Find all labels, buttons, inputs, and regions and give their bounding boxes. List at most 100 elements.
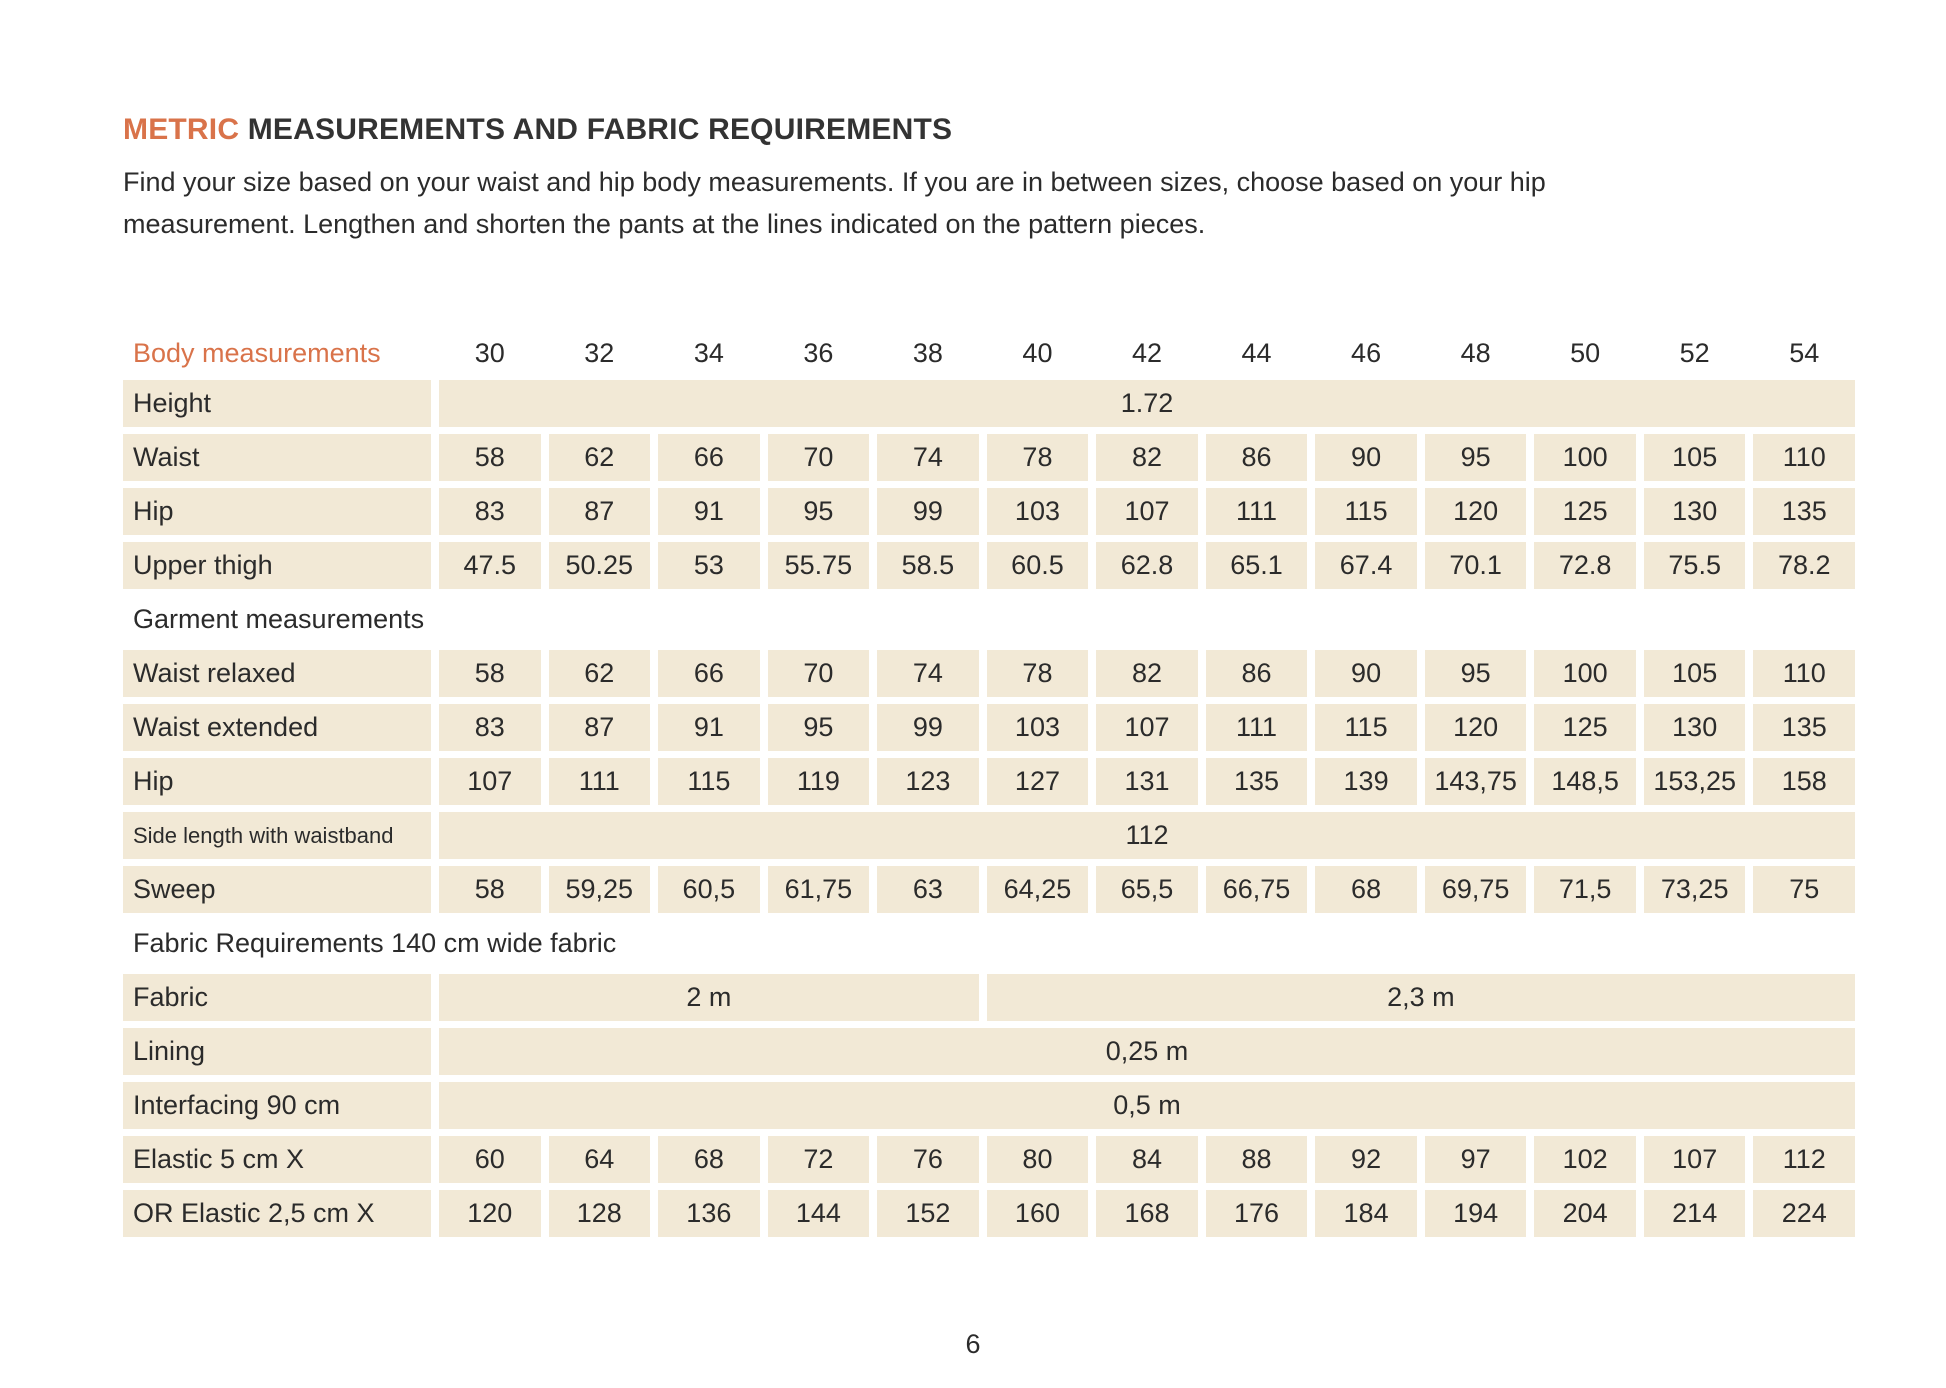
table-cell: 107 <box>1096 704 1198 751</box>
table-cell: 58 <box>439 434 541 481</box>
row-label: OR Elastic 2,5 cm X <box>123 1190 431 1237</box>
row-label: Height <box>123 380 431 427</box>
table-cell: 47.5 <box>439 542 541 589</box>
table-cell: 95 <box>767 488 870 535</box>
merged-value-cell: 0,5 m <box>439 1082 1855 1129</box>
table-cell: 66 <box>658 650 760 697</box>
size-column-header: 40 <box>1022 337 1053 368</box>
table-cell: 95 <box>767 704 870 751</box>
table-cell: 111 <box>1205 488 1308 535</box>
row-label: Hip <box>123 758 431 805</box>
table-cell: 115 <box>658 758 760 805</box>
table-cell: 125 <box>1534 488 1636 535</box>
table-cell: 152 <box>877 1190 979 1237</box>
size-column-header: 50 <box>1570 337 1601 368</box>
table-cell: 95 <box>1424 650 1527 697</box>
table-cell: 90 <box>1315 650 1417 697</box>
table-cell: 139 <box>1315 758 1417 805</box>
table-cell: 176 <box>1205 1190 1308 1237</box>
table-cell: 103 <box>986 704 1089 751</box>
table-cell: 82 <box>1096 650 1198 697</box>
table-cell: 62.8 <box>1096 542 1198 589</box>
table-cell: 99 <box>877 488 979 535</box>
table-cell: 130 <box>1643 488 1746 535</box>
table-cell: 82 <box>1096 434 1198 481</box>
table-cell: 63 <box>877 866 979 913</box>
table-cell: 105 <box>1643 650 1746 697</box>
table-cell: 95 <box>1424 434 1527 481</box>
title-highlight: METRIC <box>123 113 240 146</box>
row-label: Waist <box>123 434 431 481</box>
table-cell: 74 <box>877 650 979 697</box>
row-label: Fabric <box>123 974 431 1021</box>
table-cell: 97 <box>1424 1136 1527 1183</box>
table-header-label: Body measurements <box>133 337 381 368</box>
intro-line-2: measurement. Lengthen and shorten the pa… <box>123 209 1206 239</box>
table-cell: 58 <box>439 650 541 697</box>
table-cell: 66 <box>658 434 760 481</box>
table-cell: 158 <box>1753 758 1855 805</box>
table-cell: 110 <box>1753 434 1855 481</box>
table-cell: 120 <box>1424 704 1527 751</box>
size-column-header: 34 <box>693 337 724 368</box>
table-cell: 58.5 <box>877 542 979 589</box>
table-cell: 144 <box>767 1190 870 1237</box>
title-rest: MEASUREMENTS AND FABRIC REQUIREMENTS <box>239 113 953 146</box>
size-column-header: 48 <box>1460 337 1491 368</box>
table-cell: 120 <box>439 1190 541 1237</box>
table-cell: 86 <box>1205 434 1308 481</box>
table-cell: 91 <box>658 488 760 535</box>
row-label: Elastic 5 cm X <box>123 1136 431 1183</box>
section-header: Fabric Requirements 140 cm wide fabric <box>133 928 617 958</box>
measurements-table: Body measurements 30 32 34 36 38 40 42 44 46 48 50 5… <box>123 333 1855 1237</box>
table-cell: 99 <box>877 704 979 751</box>
table-cell: 60.5 <box>986 542 1089 589</box>
table-cell: 68 <box>1315 866 1417 913</box>
table-cell: 69,75 <box>1424 866 1527 913</box>
intro-text: Find your size based on your waist and h… <box>123 161 1855 245</box>
table-cell: 128 <box>548 1190 651 1237</box>
size-column-header: 46 <box>1351 337 1382 368</box>
table-cell: 64 <box>548 1136 651 1183</box>
table-cell: 160 <box>986 1190 1089 1237</box>
row-label: Waist extended <box>123 704 431 751</box>
table-cell: 67.4 <box>1315 542 1417 589</box>
page-number: 6 <box>965 1329 981 1359</box>
table-cell: 65.1 <box>1205 542 1308 589</box>
table-cell: 70.1 <box>1424 542 1527 589</box>
table-cell: 75 <box>1753 866 1855 913</box>
size-column-header: 38 <box>912 337 943 368</box>
table-cell: 68 <box>658 1136 760 1183</box>
table-cell: 131 <box>1096 758 1198 805</box>
table-cell: 70 <box>767 434 870 481</box>
table-cell: 135 <box>1753 488 1855 535</box>
table-cell: 110 <box>1753 650 1855 697</box>
table-cell: 148,5 <box>1534 758 1636 805</box>
table-cell: 194 <box>1424 1190 1527 1237</box>
table-cell: 168 <box>1096 1190 1198 1237</box>
size-column-header: 44 <box>1241 337 1272 368</box>
table-cell: 119 <box>767 758 870 805</box>
document-page: METRIC MEASUREMENTS AND FABRIC REQUIREME… <box>123 113 1855 1237</box>
table-cell: 72 <box>767 1136 870 1183</box>
table-cell: 50.25 <box>548 542 651 589</box>
table-cell: 91 <box>658 704 760 751</box>
row-label: Sweep <box>123 866 431 913</box>
table-cell: 55.75 <box>767 542 870 589</box>
table-cell: 61,75 <box>767 866 870 913</box>
table-cell: 58 <box>439 866 541 913</box>
table-cell: 70 <box>767 650 870 697</box>
table-cell: 78 <box>986 434 1089 481</box>
intro-line-1: Find your size based on your waist and h… <box>123 167 1546 197</box>
merged-value-cell: 112 <box>439 812 1855 859</box>
table-cell: 80 <box>986 1136 1089 1183</box>
table-cell: 111 <box>1205 704 1308 751</box>
table-cell: 153,25 <box>1643 758 1746 805</box>
table-cell: 65,5 <box>1096 866 1198 913</box>
table-cell: 87 <box>548 488 651 535</box>
table-cell: 83 <box>439 704 541 751</box>
table-cell: 107 <box>1643 1136 1746 1183</box>
table-cell: 78.2 <box>1753 542 1855 589</box>
table-cell: 59,25 <box>548 866 651 913</box>
table-cell: 64,25 <box>986 866 1089 913</box>
